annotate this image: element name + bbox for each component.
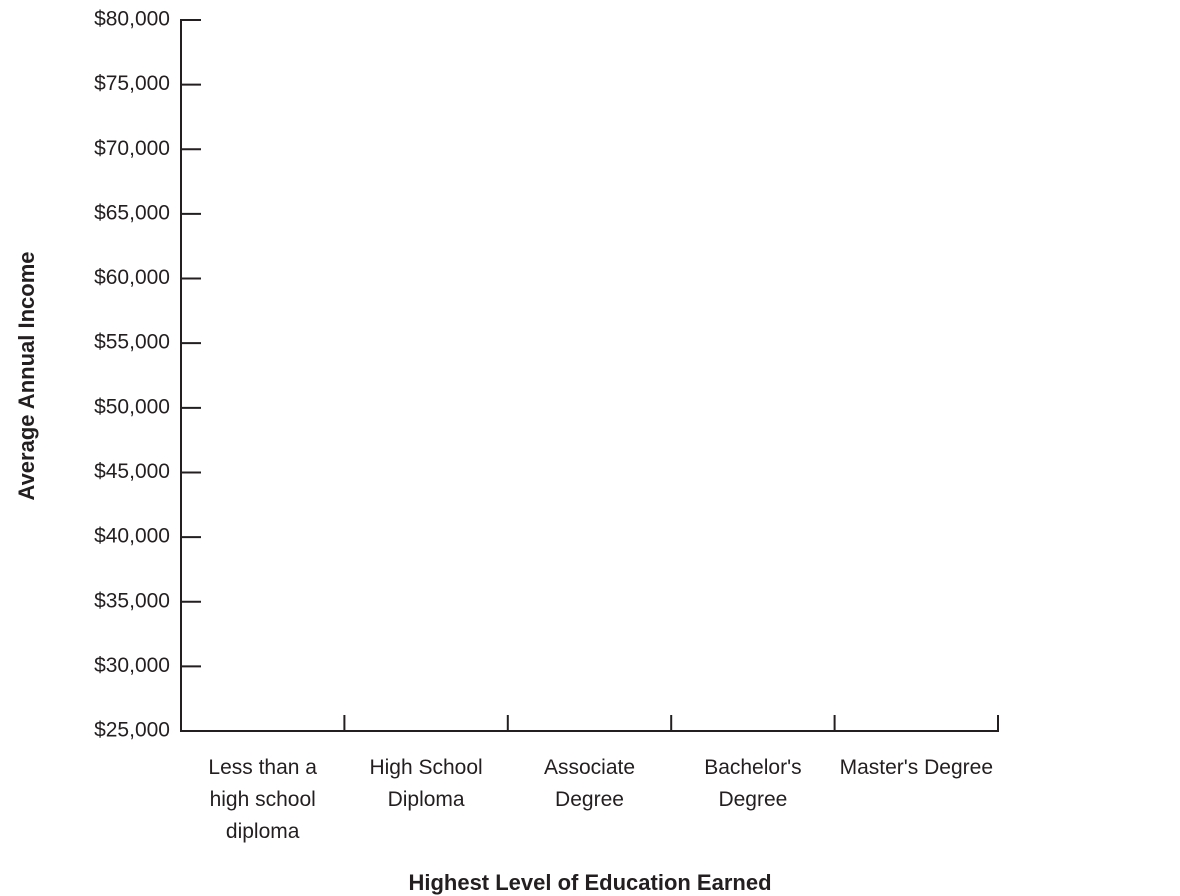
y-tick-label: $45,000 bbox=[94, 460, 170, 483]
y-axis-title: Average Annual Income bbox=[14, 252, 39, 501]
y-tick-label: $70,000 bbox=[94, 137, 170, 160]
y-tick-label: $30,000 bbox=[94, 654, 170, 677]
x-axis-title: Highest Level of Education Earned bbox=[408, 870, 771, 895]
y-tick-label: $40,000 bbox=[94, 525, 170, 548]
x-tick-label: High School Diploma bbox=[369, 756, 483, 811]
y-tick-label: $80,000 bbox=[94, 8, 170, 31]
x-tick-label: Less than a high school diploma bbox=[208, 756, 317, 843]
x-tick-label: Master's Degree bbox=[839, 756, 993, 779]
y-tick-label: $35,000 bbox=[94, 589, 170, 612]
y-tick-label: $75,000 bbox=[94, 72, 170, 95]
y-tick-label: $50,000 bbox=[94, 395, 170, 418]
x-tick-label: Bachelor's Degree bbox=[704, 756, 802, 811]
x-tick-label: Associate Degree bbox=[543, 756, 636, 811]
y-tick-label: $65,000 bbox=[94, 201, 170, 224]
y-tick-label: $55,000 bbox=[94, 331, 170, 354]
y-tick-label: $25,000 bbox=[94, 719, 170, 742]
y-tick-label: $60,000 bbox=[94, 266, 170, 289]
